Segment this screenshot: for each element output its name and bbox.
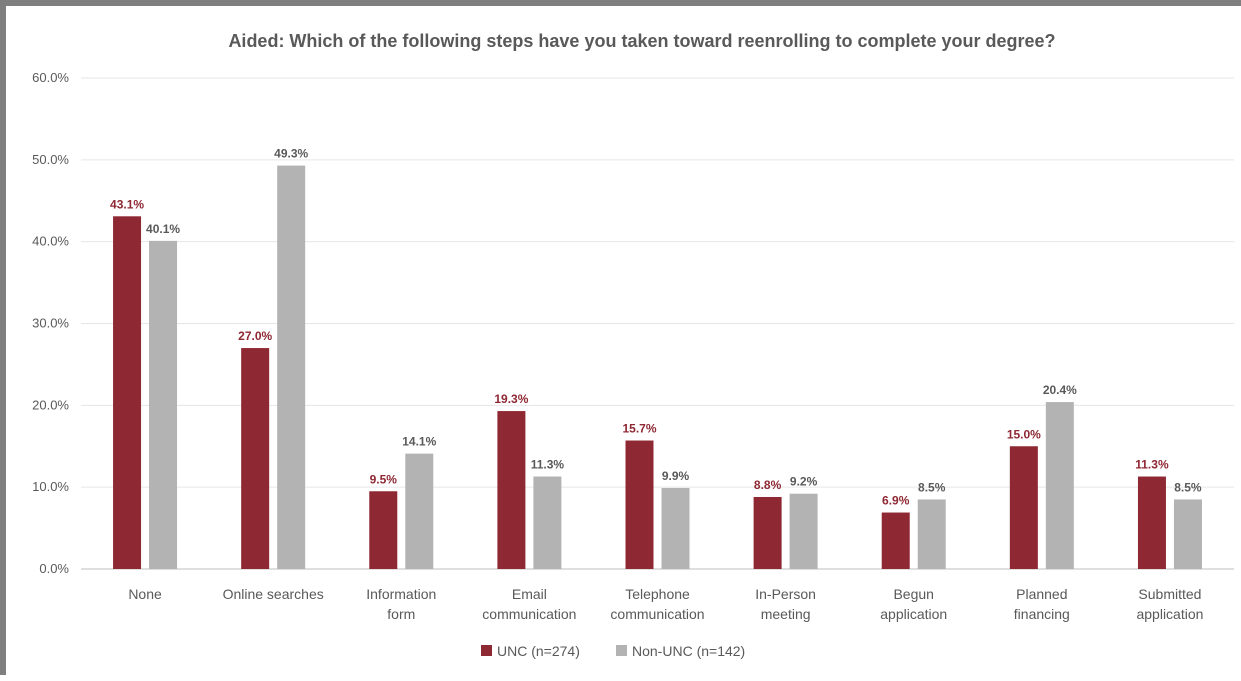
data-label-non-unc: 8.5%: [918, 480, 946, 494]
legend-swatch-unc: [481, 645, 492, 656]
data-labels: 43.1%40.1% 27.0% 49.3% 9.5% 14.1% 19.3% 11.3% 1…: [110, 147, 1202, 508]
data-label-unc: 11.3%: [1135, 458, 1169, 472]
data-label-unc: 15.7%: [622, 422, 656, 436]
y-tick-label: 30.0%: [32, 316, 69, 331]
bar-non-unc: [1173, 499, 1202, 569]
data-label-unc: 6.9%: [882, 494, 910, 508]
category-label: None: [128, 586, 162, 602]
category-label: Planned: [1016, 586, 1067, 602]
bar-non-unc: [405, 453, 434, 569]
category-label: application: [880, 606, 947, 622]
bar-unc: [753, 496, 782, 569]
gridlines: [81, 77, 1234, 570]
bar-unc: [113, 216, 142, 569]
legend-swatch-non-unc: [616, 645, 627, 656]
bar-unc: [369, 491, 398, 569]
data-label-unc: 19.3%: [494, 392, 528, 406]
bar-unc: [241, 348, 270, 569]
data-label-non-unc: 40.1%: [146, 222, 180, 236]
legend-label-unc: UNC (n=274): [497, 643, 580, 659]
category-label: form: [387, 606, 415, 622]
bar-non-unc: [149, 240, 178, 569]
y-tick-label: 40.0%: [32, 234, 69, 249]
category-label: Telephone: [625, 586, 690, 602]
bar-non-unc: [917, 499, 946, 569]
bar-non-unc: [533, 476, 562, 569]
data-label-non-unc: 14.1%: [402, 435, 436, 449]
data-label-unc: 43.1%: [110, 197, 144, 211]
category-label: Submitted: [1138, 586, 1201, 602]
data-label-non-unc: 9.2%: [790, 475, 818, 489]
data-label-unc: 9.5%: [370, 472, 398, 486]
bar-non-unc: [277, 165, 306, 570]
data-label-non-unc: 9.9%: [662, 469, 690, 483]
category-label: financing: [1014, 606, 1070, 622]
bar-non-unc: [1045, 402, 1074, 569]
category-label: In-Person: [755, 586, 816, 602]
bar-unc: [1009, 446, 1038, 569]
bar-non-unc: [789, 493, 818, 569]
legend-label-non-unc: Non-UNC (n=142): [632, 643, 745, 659]
legend: UNC (n=274) Non-UNC (n=142): [481, 643, 745, 659]
category-label: Online searches: [223, 586, 324, 602]
data-label-non-unc: 8.5%: [1174, 480, 1202, 494]
category-label: Information: [366, 586, 436, 602]
category-label: Begun: [893, 586, 933, 602]
y-axis-ticks: 0.0% 10.0% 20.0% 30.0% 40.0% 50.0% 60.0%: [32, 70, 69, 576]
bar-chart: Aided: Which of the following steps have…: [32, 31, 1234, 659]
data-label-unc: 8.8%: [754, 478, 782, 492]
y-tick-label: 50.0%: [32, 152, 69, 167]
y-tick-label: 20.0%: [32, 397, 69, 412]
data-label-unc: 27.0%: [238, 329, 272, 343]
data-label-non-unc: 11.3%: [531, 458, 565, 472]
bar-unc: [881, 512, 910, 569]
category-label: meeting: [761, 606, 811, 622]
bars: [113, 165, 1202, 570]
data-label-non-unc: 49.3%: [274, 147, 308, 161]
data-label-unc: 15.0%: [1007, 427, 1041, 441]
bar-non-unc: [661, 487, 690, 569]
category-label: communication: [482, 606, 576, 622]
bar-unc: [625, 440, 654, 569]
category-label: communication: [610, 606, 704, 622]
bar-unc: [1137, 476, 1166, 569]
chart-title: Aided: Which of the following steps have…: [228, 31, 1055, 51]
y-tick-label: 60.0%: [32, 70, 69, 85]
bar-unc: [497, 411, 526, 569]
category-label: application: [1136, 606, 1203, 622]
category-label: Email: [512, 586, 547, 602]
y-tick-label: 0.0%: [39, 561, 69, 576]
data-label-non-unc: 20.4%: [1043, 383, 1077, 397]
category-labels: None Online searches Information form Email c…: [128, 586, 1203, 622]
y-tick-label: 10.0%: [32, 479, 69, 494]
